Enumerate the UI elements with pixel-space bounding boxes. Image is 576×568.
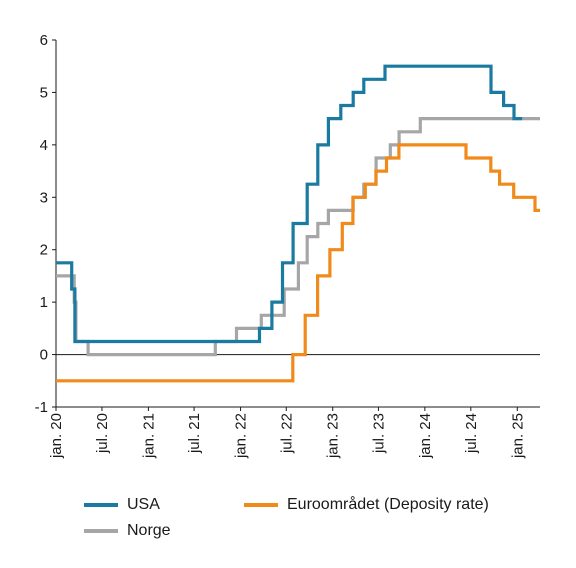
series-line-usa <box>56 64 523 344</box>
x-tick-label: jul. 20 <box>94 413 111 454</box>
legend-swatch-usa <box>84 503 118 507</box>
tick-labels: -1 0 1 2 3 4 5 6 jan. 20 jul. 20 jan. 21 jul. 21 jan… <box>35 32 527 459</box>
y-tick-label: 1 <box>40 294 48 311</box>
x-tick-label: jul. 23 <box>370 413 387 454</box>
rate-chart: -1 0 1 2 3 4 5 6 jan. 20 jul. 20 jan. 21 jul. 21 jan… <box>35 32 540 459</box>
x-tick-label: jan. 24 <box>417 413 434 459</box>
legend-label-usa: USA <box>127 496 160 513</box>
x-tick-label: jan. 20 <box>48 413 65 459</box>
x-tick-label: jan. 25 <box>509 413 526 459</box>
legend-swatch-euro <box>244 503 278 507</box>
x-tick-label: jan. 23 <box>325 413 342 459</box>
y-tick-label: -1 <box>35 399 48 416</box>
legend-label-norge: Norge <box>127 522 171 539</box>
y-tick-label: 6 <box>40 32 48 49</box>
x-tick-label: jul. 21 <box>186 413 203 454</box>
legend-swatch-norge <box>84 529 118 533</box>
y-tick-label: 4 <box>40 137 48 154</box>
legend-label-euro: Euroområdet (Deposity rate) <box>287 496 489 513</box>
y-tick-label: 3 <box>40 189 48 206</box>
series-line-norge <box>56 117 540 357</box>
x-tick-label: jan. 22 <box>233 413 250 459</box>
legend-item-usa: USA <box>84 496 160 514</box>
y-tick-label: 2 <box>40 242 48 259</box>
legend-item-norge: Norge <box>84 522 171 540</box>
x-tick-label: jul. 24 <box>463 413 480 454</box>
series-line-euro <box>56 143 540 383</box>
y-tick-label: 5 <box>40 84 48 101</box>
legend: USA Euroområdet (Deposity rate) Norge <box>84 496 564 556</box>
x-tick-label: jan. 21 <box>140 413 157 459</box>
series-layer <box>56 64 540 383</box>
legend-item-euro: Euroområdet (Deposity rate) <box>244 496 489 514</box>
y-tick-label: 0 <box>40 347 48 364</box>
x-tick-label: jul. 22 <box>278 413 295 454</box>
